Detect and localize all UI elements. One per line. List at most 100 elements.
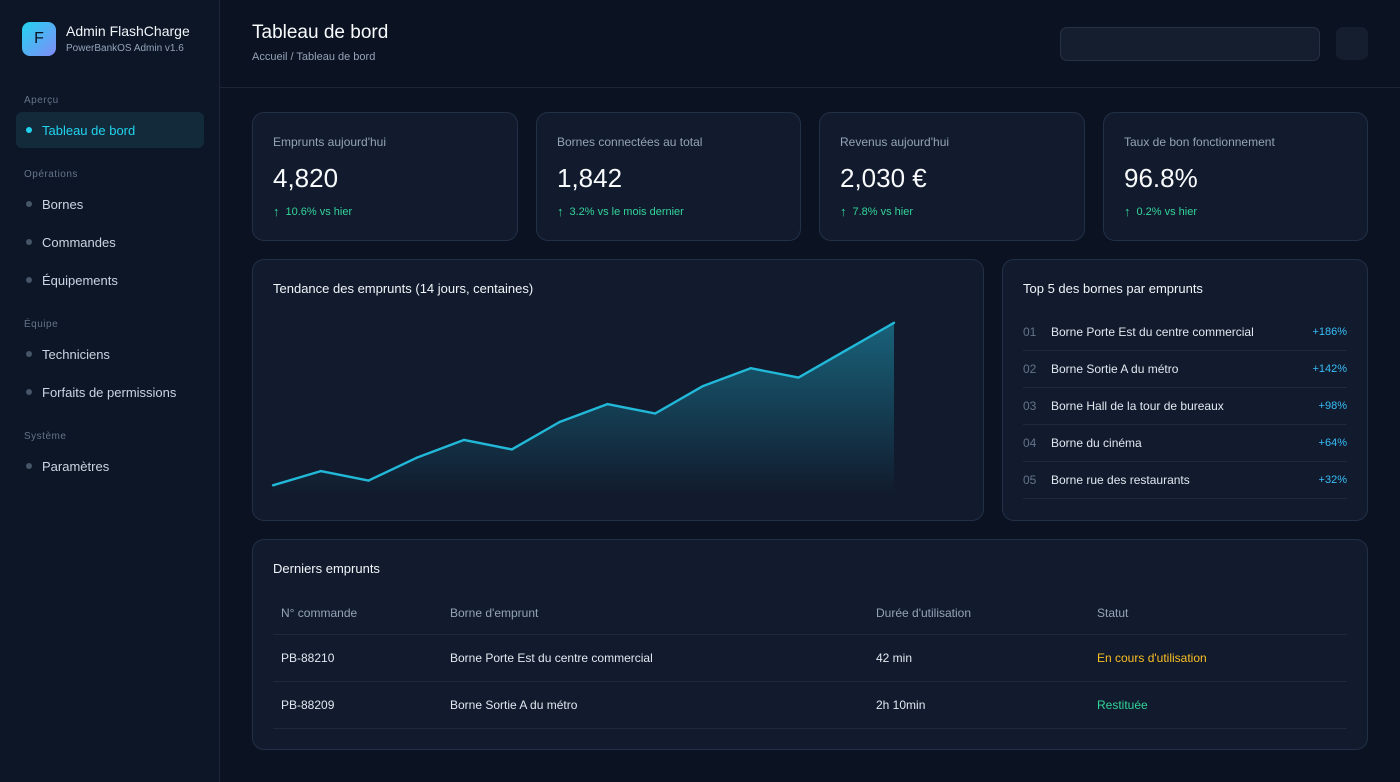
kpi-delta-text: 0.2% vs hier [1136, 205, 1198, 218]
chart-point-1 [271, 484, 275, 487]
page-title: Tableau de bord [252, 22, 389, 43]
sidebar-nav: Aperçu Tableau de bord Opérations Bornes… [16, 90, 204, 486]
chart-point-5 [462, 438, 466, 442]
orders-title: Derniers emprunts [273, 561, 380, 576]
sidebar-item-orders[interactable]: Commandes [16, 224, 204, 260]
column-header[interactable]: Statut [1097, 606, 1129, 620]
sidebar-item-technicians[interactable]: Techniciens [16, 336, 204, 372]
station-name: Borne Hall de la tour de bureaux [1051, 399, 1224, 413]
search-input[interactable] [1060, 27, 1320, 61]
sidebar-item-label: Tableau de bord [42, 122, 136, 138]
kpi-card-revenue: Revenus aujourd'hui 2,030 € ↑ 7.8% vs hie… [819, 112, 1085, 241]
nav-section-title: Aperçu [24, 95, 59, 106]
chart-point-12 [797, 376, 800, 379]
chart-point-3 [367, 479, 370, 482]
sidebar-item-label: Bornes [42, 196, 84, 212]
kpi-delta-text: 10.6% vs hier [285, 205, 353, 218]
orders-table: N° commande Borne d'emprunt Durée d'util… [273, 592, 1347, 729]
column-header[interactable]: Durée d'utilisation [876, 606, 972, 620]
chart-title: Tendance des emprunts (14 jours, centain… [273, 281, 534, 296]
rank: 05 [1023, 473, 1037, 487]
kpi-label: Revenus aujourd'hui [840, 135, 950, 149]
sidebar-item-label: Paramètres [42, 458, 110, 474]
kpi-delta: ↑ 7.8% vs hier [840, 204, 913, 219]
dot-icon [26, 351, 32, 357]
order-station: Borne Porte Est du centre commercial [450, 651, 653, 665]
nav-section-title: Opérations [24, 169, 78, 180]
sidebar-item-dashboard[interactable]: Tableau de bord [16, 112, 204, 148]
chart-point-7 [558, 420, 561, 424]
chart-point-4 [415, 456, 418, 460]
kpi-value: 96.8% [1124, 163, 1198, 193]
top-stations-card: Top 5 des bornes par emprunts 01 Borne P… [1002, 259, 1368, 521]
breadcrumb: Accueil / Tableau de bord [252, 51, 376, 63]
station-growth: +142% [1312, 363, 1347, 375]
nav-section-title: Équipe [24, 319, 59, 330]
kpi-card-uptime: Taux de bon fonctionnement 96.8% ↑ 0.2% v… [1103, 112, 1368, 241]
app-name: Admin FlashCharge [66, 23, 190, 39]
dot-icon [26, 463, 32, 469]
top-station-row[interactable]: 01 Borne Porte Est du centre commercial … [1023, 314, 1347, 351]
header-action-button[interactable] [1336, 27, 1368, 60]
station-name: Borne Porte Est du centre commercial [1051, 325, 1254, 339]
kpi-delta: ↑ 10.6% vs hier [273, 204, 352, 219]
rank: 04 [1023, 436, 1037, 450]
chart-line [272, 321, 895, 487]
top-station-row[interactable]: 04 Borne du cinéma +64% [1023, 425, 1347, 462]
station-name: Borne du cinéma [1051, 436, 1142, 450]
kpi-label: Taux de bon fonctionnement [1124, 135, 1275, 149]
sidebar-item-permissions[interactable]: Forfaits de permissions [16, 374, 204, 410]
chart-point-6 [510, 448, 514, 451]
kpi-label: Bornes connectées au total [557, 135, 703, 149]
rank: 01 [1023, 325, 1037, 339]
dot-icon [26, 389, 32, 395]
kpi-label: Emprunts aujourd'hui [273, 135, 387, 149]
rank: 03 [1023, 399, 1037, 413]
chart-point-14 [892, 321, 896, 325]
recent-orders-card: Derniers emprunts N° commande Borne d'em… [252, 539, 1368, 750]
app-version: PowerBankOS Admin v1.6 [66, 43, 184, 54]
sidebar-item-label: Équipements [42, 272, 118, 288]
kpi-value: 4,820 [273, 163, 339, 193]
brand: F Admin FlashCharge PowerBankOS Admin v1… [22, 22, 190, 56]
table-row[interactable]: PB-88209 Borne Sortie A du métro 2h 10mi… [273, 682, 1347, 729]
station-name: Borne rue des restaurants [1051, 473, 1190, 487]
chart-point-11 [749, 366, 752, 370]
kpi-delta: ↑ 0.2% vs hier [1124, 204, 1197, 219]
top-station-row[interactable]: 02 Borne Sortie A du métro +142% [1023, 351, 1347, 388]
kpi-delta: ↑ 3.2% vs le mois dernier [557, 204, 684, 219]
dot-icon [26, 127, 32, 133]
table-row[interactable]: PB-88210 Borne Porte Est du centre comme… [273, 635, 1347, 682]
status-badge: Restituée [1097, 698, 1148, 712]
trend-chart-card: Tendance des emprunts (14 jours, centain… [252, 259, 984, 521]
sidebar-item-equipment[interactable]: Équipements [16, 262, 204, 298]
arrow-up-icon: ↑ [840, 204, 847, 219]
kpi-value: 2,030 € [840, 163, 927, 193]
station-name: Borne Sortie A du métro [1051, 362, 1179, 376]
chart-point-9 [653, 412, 657, 415]
kpi-delta-text: 7.8% vs hier [852, 205, 914, 218]
column-header[interactable]: Borne d'emprunt [450, 606, 539, 620]
chart-point-10 [701, 384, 705, 388]
dot-icon [26, 201, 32, 207]
kpi-card-stations: Bornes connectées au total 1,842 ↑ 3.2% v… [536, 112, 801, 241]
chart-area [273, 322, 894, 494]
dot-icon [26, 277, 32, 283]
sidebar: F Admin FlashCharge PowerBankOS Admin v1… [0, 0, 220, 782]
order-station: Borne Sortie A du métro [450, 698, 578, 712]
kpi-delta-text: 3.2% vs le mois dernier [569, 205, 684, 218]
kpi-card-loans: Emprunts aujourd'hui 4,820 ↑ 10.6% vs hie… [252, 112, 518, 241]
kpi-value: 1,842 [557, 163, 623, 193]
top-stations-list: 01 Borne Porte Est du centre commercial … [1023, 314, 1347, 499]
rank: 02 [1023, 362, 1037, 376]
top-station-row[interactable]: 05 Borne rue des restaurants +32% [1023, 462, 1347, 499]
sidebar-item-settings[interactable]: Paramètres [16, 448, 204, 484]
app-logo: F [22, 22, 56, 56]
top-stations-title: Top 5 des bornes par emprunts [1023, 281, 1203, 296]
chart-point-13 [845, 349, 848, 352]
sidebar-item-stations[interactable]: Bornes [16, 186, 204, 222]
column-header[interactable]: N° commande [281, 606, 358, 620]
nav-section-title: Système [24, 431, 67, 442]
status-badge: En cours d'utilisation [1097, 651, 1207, 665]
top-station-row[interactable]: 03 Borne Hall de la tour de bureaux +98% [1023, 388, 1347, 425]
